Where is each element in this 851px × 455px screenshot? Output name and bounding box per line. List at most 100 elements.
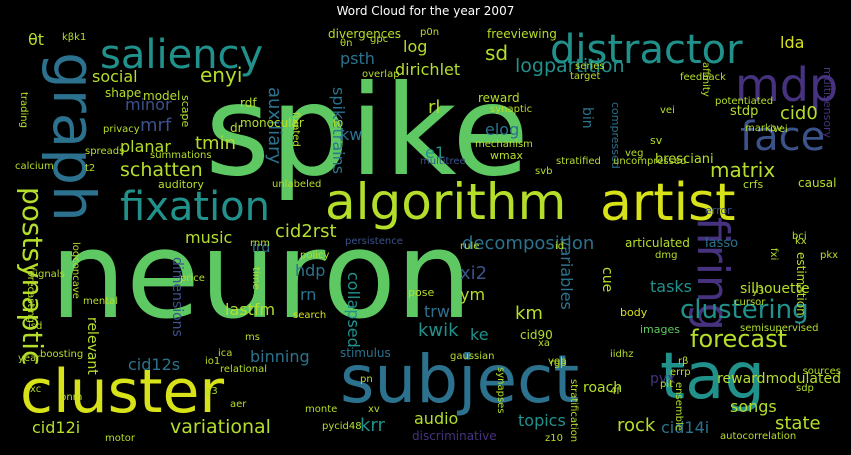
word: rule [460,241,480,252]
word: synapses [495,367,506,414]
word: trading [18,92,29,128]
word: feedback [680,72,726,83]
word: dimensions [169,257,185,337]
word: bresciani [655,152,714,167]
word: pose [408,286,435,299]
word: multisensory [821,67,834,139]
word: fixation [120,184,270,230]
word: forecast [690,325,788,353]
word: overlap [362,69,400,80]
word: relational [220,364,268,375]
word: bin [579,107,595,129]
word: logconcave [70,242,81,299]
word: time [250,267,261,290]
word: multitree [420,156,466,167]
word: bnm [60,392,83,403]
word: monocular [240,116,304,130]
word: algorithm [325,173,567,231]
word: tag [660,340,765,414]
word: boosting [40,349,84,360]
word: dr [230,121,243,135]
word: spreads [85,146,125,157]
word: shape [105,86,142,100]
word: sdp [796,383,814,394]
word: pvx [650,371,676,387]
word: svb [535,166,553,177]
word: pit [660,379,674,390]
word: sources [802,366,841,377]
word: xv [368,404,380,415]
word: mdp [735,58,839,112]
word: ms [245,332,260,343]
word: social [92,67,138,86]
word: crfs [743,178,764,191]
word: decomposition [462,233,595,254]
word: discriminative [412,429,497,443]
word: distractor [550,27,743,73]
word: cue [599,267,615,293]
word: trw [424,302,450,321]
word: vei [660,105,675,116]
word: sv [650,134,663,147]
word: clustering [680,295,809,325]
word: pn [360,374,373,385]
word: music [185,228,233,247]
word: kw [340,125,363,144]
word: p0n [420,27,440,38]
word: images [640,323,680,336]
word: variational [170,416,271,438]
word: xi2 [460,263,488,284]
word: io1 [205,356,221,367]
word: scape [179,95,192,128]
word: z10 [545,433,563,444]
word: rgp [550,358,567,369]
word: potentiated [715,96,774,107]
word: target [570,71,601,82]
word: t2 [85,163,96,174]
word: unlabeled [272,179,322,190]
word: km [515,303,543,324]
word: calcium [15,161,54,172]
word: gpc [370,34,389,45]
word: cid12s [128,355,181,374]
word: xa [538,338,551,349]
word: planar [120,137,171,156]
word: error [705,204,732,217]
word: spike [205,59,530,204]
word: relevant [84,317,100,375]
word: rβ [678,356,689,367]
word: ivei [770,124,788,135]
word: stimulus [340,346,391,360]
word: auditory [158,178,204,191]
word: e1 [425,143,446,162]
word: pycid48 [322,421,362,432]
word: neuron [50,207,473,346]
word: face [740,114,826,160]
word: cid90 [520,328,553,342]
word: logpartition [515,55,625,77]
word: id [555,241,565,252]
word: saliency [100,32,264,78]
word: rnm [250,238,271,249]
word: ym [460,285,486,304]
word: ke [470,325,489,344]
word: ica [218,348,233,359]
word: stdp [730,104,759,119]
word: t0 [333,119,344,130]
word: rdf [240,96,257,110]
word: topics [518,411,566,430]
word: search [293,310,327,321]
word: motor [105,433,136,444]
word: lasso [705,236,739,251]
word: veb [548,356,567,367]
word: policy [300,250,330,261]
word: divergences [328,27,401,41]
word: wmax [490,149,523,162]
word: cid12i [32,418,81,437]
word: price [180,273,205,284]
word: roach [583,380,623,396]
word: sd [485,41,509,65]
word: mrf [140,115,172,136]
word: lda [780,33,805,52]
word: log [403,37,428,56]
